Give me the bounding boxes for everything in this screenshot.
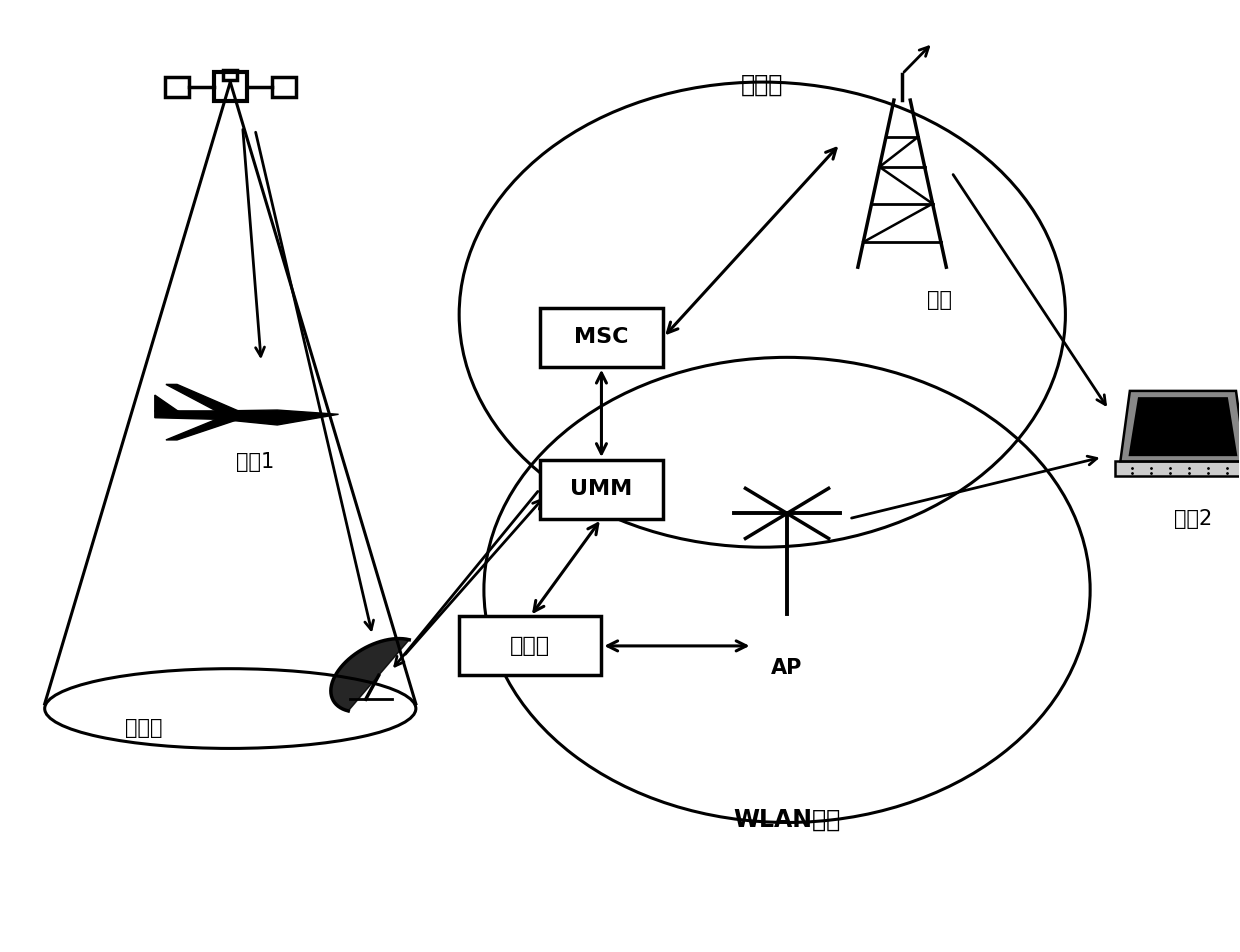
Polygon shape — [155, 410, 339, 425]
Text: 用户1: 用户1 — [236, 452, 274, 472]
Text: 基站: 基站 — [926, 290, 952, 310]
Polygon shape — [155, 395, 182, 414]
Bar — [213, 72, 247, 102]
Polygon shape — [1120, 391, 1240, 462]
Text: WLAN网络: WLAN网络 — [733, 807, 841, 832]
Text: 蜂稝网: 蜂稝网 — [742, 73, 784, 97]
Polygon shape — [1128, 397, 1238, 456]
Bar — [539, 460, 663, 519]
Text: 卫星网: 卫星网 — [125, 718, 162, 738]
Bar — [539, 308, 663, 367]
Polygon shape — [331, 639, 409, 711]
Text: UMM: UMM — [570, 479, 632, 499]
Polygon shape — [166, 420, 238, 440]
Bar — [1115, 462, 1240, 476]
Text: 用户2: 用户2 — [1174, 508, 1211, 528]
Bar — [459, 617, 601, 675]
Bar — [223, 69, 237, 80]
Text: MSC: MSC — [574, 327, 629, 347]
Polygon shape — [166, 385, 238, 411]
Text: 路由器: 路由器 — [510, 636, 551, 656]
Bar — [272, 77, 295, 97]
Text: AP: AP — [771, 658, 802, 678]
Bar — [165, 77, 188, 97]
